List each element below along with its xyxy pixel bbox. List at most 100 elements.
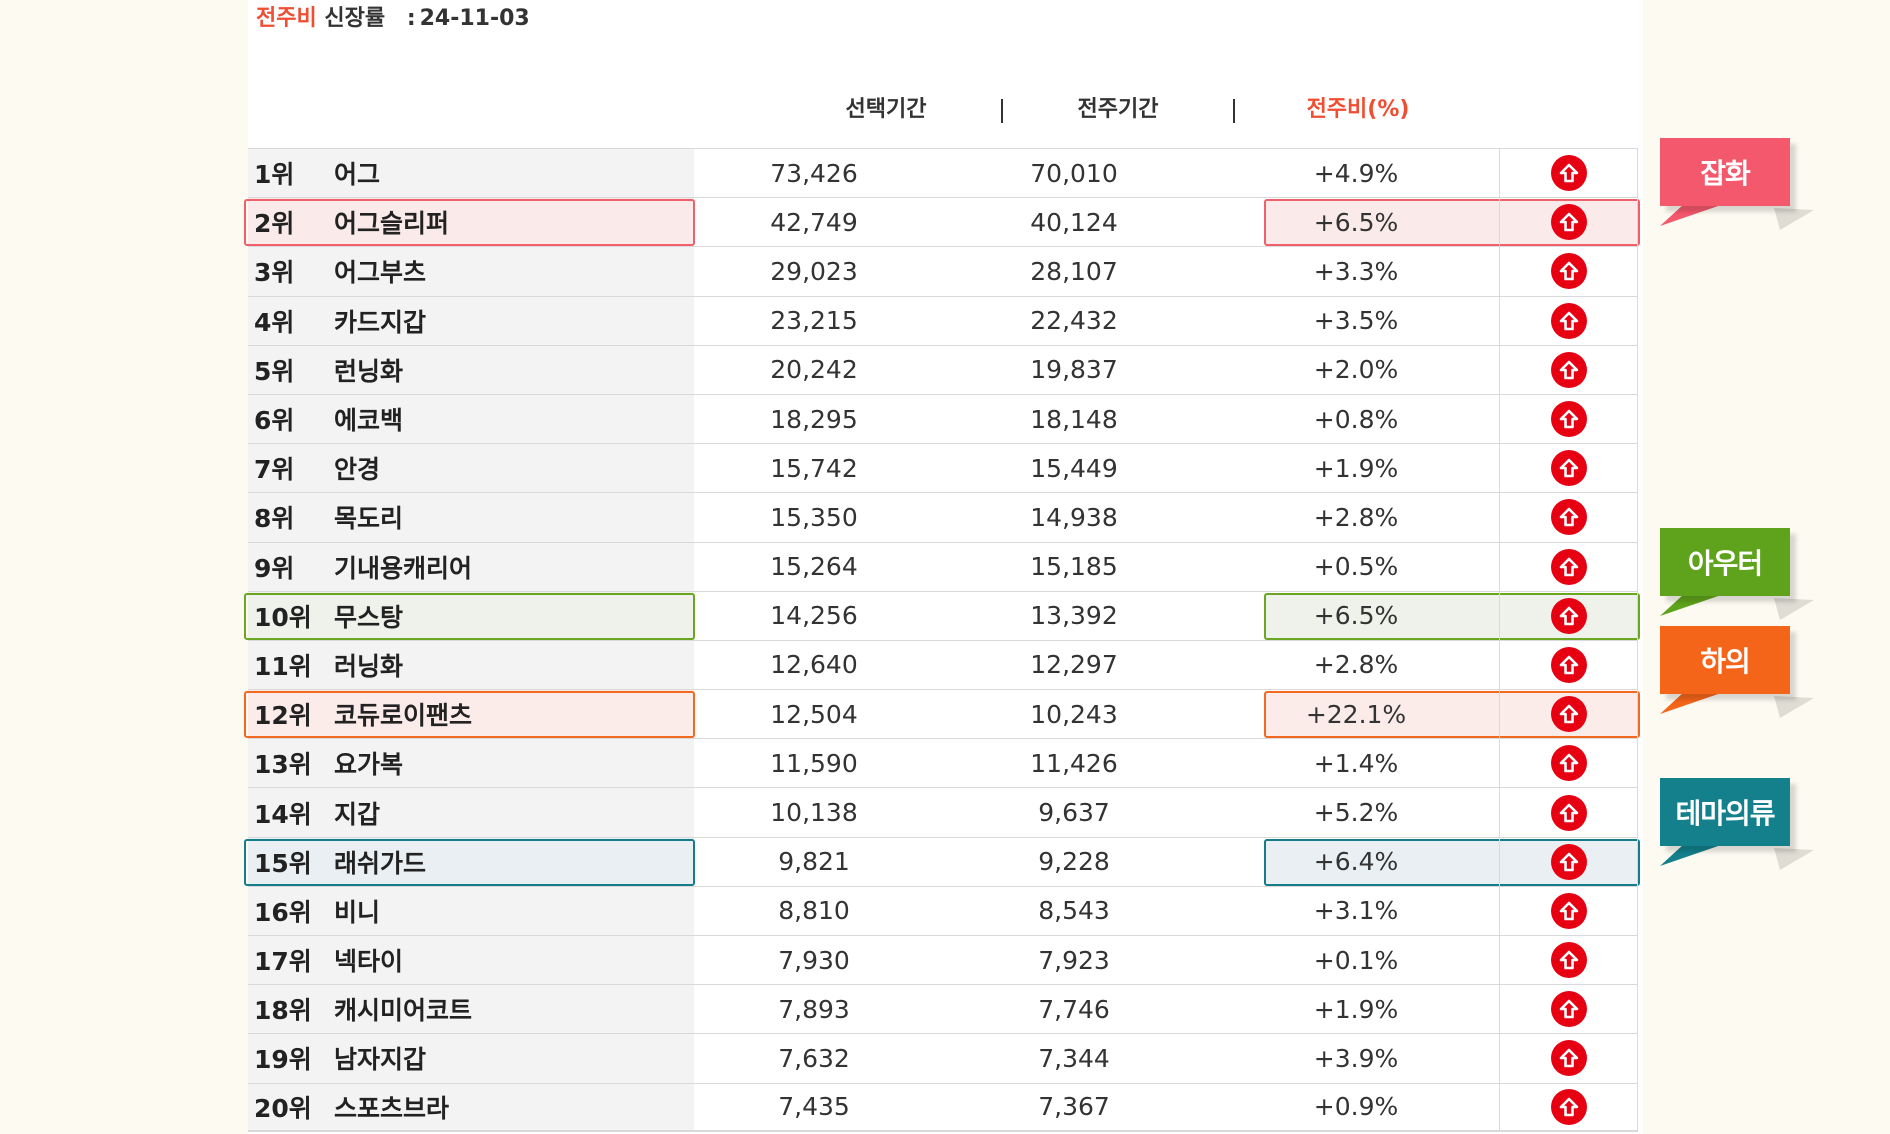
arrow-up-circle-icon	[1550, 302, 1587, 339]
keyword-label[interactable]: 기내용캐리어	[334, 553, 473, 583]
table-row[interactable]: 7위 안경 15,742 15,449 +1.9%	[248, 443, 1638, 493]
table-row[interactable]: 10위 무스탕 14,256 13,392 +6.5%	[244, 590, 1640, 640]
column-divider	[1233, 99, 1235, 123]
table-row[interactable]: 6위 에코백 18,295 18,148 +0.8%	[248, 393, 1638, 444]
table-row[interactable]: 1위 어그 73,426 70,010 +4.9%	[248, 148, 1638, 198]
arrow-up-circle-icon	[1550, 499, 1587, 536]
keyword-label[interactable]: 어그부츠	[334, 258, 427, 288]
arrow-up-circle-icon	[1550, 204, 1587, 241]
rank-label: 13위	[254, 750, 312, 780]
column-header-previous: 전주기간	[1077, 97, 1159, 122]
selected-period-value: 15,264	[770, 552, 858, 582]
category-badge: 아우터	[1660, 528, 1814, 620]
table-row[interactable]: 4위 카드지갑 23,215 22,432 +3.5%	[248, 295, 1638, 345]
previous-period-value: 12,297	[1030, 650, 1118, 680]
keyword-label[interactable]: 안경	[334, 455, 381, 485]
selected-period-value: 9,821	[778, 847, 850, 877]
keyword-cell-bg	[248, 149, 694, 198]
keyword-label[interactable]: 캐시미어코트	[334, 996, 473, 1026]
keyword-label[interactable]: 비니	[334, 897, 381, 927]
table-row[interactable]: 5위 런닝화 20,242 19,837 +2.0%	[248, 344, 1638, 394]
change-percent-value: +6.5%	[1313, 207, 1399, 237]
selected-period-value: 7,435	[778, 1092, 850, 1122]
rank-label: 17위	[254, 947, 312, 977]
arrow-up-circle-icon	[1550, 351, 1587, 388]
change-percent-value: +0.8%	[1313, 404, 1399, 434]
table-row[interactable]: 15위 래쉬가드 9,821 9,228 +6.4%	[244, 836, 1640, 886]
table-row[interactable]: 13위 요가복 11,590 11,426 +1.4%	[248, 738, 1638, 788]
keyword-label[interactable]: 코듀로이팬츠	[334, 701, 473, 731]
selected-period-value: 7,893	[778, 994, 850, 1024]
trend-cell	[1499, 542, 1638, 591]
table-row[interactable]: 11위 러닝화 12,640 12,297 +2.8%	[248, 639, 1638, 690]
previous-period-value: 7,746	[1038, 994, 1110, 1024]
table-row[interactable]: 8위 목도리 15,350 14,938 +2.8%	[248, 492, 1638, 542]
table-row[interactable]: 18위 캐시미어코트 7,893 7,746 +1.9%	[248, 984, 1638, 1034]
keyword-label[interactable]: 넥타이	[334, 947, 404, 977]
arrow-up-circle-icon	[1550, 843, 1587, 880]
trend-cell	[1499, 591, 1638, 640]
rank-label: 5위	[254, 356, 295, 386]
change-percent-value: +5.2%	[1313, 798, 1399, 828]
trend-cell	[1499, 886, 1638, 935]
keyword-label[interactable]: 무스탕	[334, 602, 404, 632]
table-row[interactable]: 19위 남자지갑 7,632 7,344 +3.9%	[248, 1033, 1638, 1083]
keyword-label[interactable]: 어그	[334, 160, 381, 190]
category-badge: 하의	[1660, 626, 1814, 718]
badge-label: 테마의류	[1660, 778, 1790, 846]
table-row[interactable]: 20위 스포츠브라 7,435 7,367 +0.9%	[248, 1082, 1638, 1132]
keyword-label[interactable]: 지갑	[334, 799, 381, 829]
table-row[interactable]: 17위 넥타이 7,930 7,923 +0.1%	[248, 935, 1638, 985]
trend-cell	[1499, 296, 1638, 345]
trend-cell	[1499, 690, 1638, 739]
badge-tail-shape	[1660, 692, 1814, 718]
table-row[interactable]: 9위 기내용캐리어 15,264 15,185 +0.5%	[248, 541, 1638, 591]
keyword-label[interactable]: 런닝화	[334, 356, 404, 386]
keyword-label[interactable]: 어그슬리퍼	[334, 209, 450, 239]
change-percent-value: +3.3%	[1313, 256, 1399, 286]
keyword-cell-bg	[248, 690, 694, 739]
previous-period-value: 7,923	[1038, 945, 1110, 975]
table-row[interactable]: 3위 어그부츠 29,023 28,107 +3.3%	[248, 246, 1638, 296]
arrow-up-circle-icon	[1550, 450, 1587, 487]
arrow-up-circle-icon	[1550, 597, 1587, 634]
heading-separator: :	[406, 6, 416, 31]
table-row[interactable]: 16위 비니 8,810 8,543 +3.1%	[248, 885, 1638, 935]
arrow-up-circle-icon	[1550, 1040, 1587, 1077]
keyword-cell-bg	[248, 640, 694, 690]
trend-cell	[1499, 640, 1638, 690]
change-percent-value: +0.1%	[1313, 945, 1399, 975]
keyword-cell-bg	[248, 493, 694, 542]
keyword-label[interactable]: 스포츠브라	[334, 1093, 450, 1123]
table-row[interactable]: 14위 지갑 10,138 9,637 +5.2%	[248, 787, 1638, 837]
change-percent-value: +3.9%	[1313, 1043, 1399, 1073]
rank-label: 15위	[254, 848, 312, 878]
change-percent-value: +6.4%	[1313, 847, 1399, 877]
table-row[interactable]: 2위 어그슬리퍼 42,749 40,124 +6.5%	[244, 197, 1640, 247]
table-row[interactable]: 12위 코듀로이팬츠 12,504 10,243 +22.1%	[244, 689, 1640, 739]
trend-cell	[1499, 788, 1638, 837]
arrow-up-circle-icon	[1550, 401, 1587, 438]
rank-label: 16위	[254, 897, 312, 927]
arrow-up-circle-icon	[1550, 1088, 1587, 1125]
selected-period-value: 7,632	[778, 1043, 850, 1073]
keyword-label[interactable]: 러닝화	[334, 651, 404, 681]
keyword-cell-bg	[248, 198, 694, 247]
change-percent-value: +3.5%	[1313, 306, 1399, 336]
arrow-up-circle-icon	[1550, 991, 1587, 1028]
keyword-label[interactable]: 요가복	[334, 750, 404, 780]
keyword-label[interactable]: 카드지갑	[334, 307, 427, 337]
arrow-up-circle-icon	[1550, 696, 1587, 733]
rank-label: 6위	[254, 406, 295, 436]
keyword-label[interactable]: 래쉬가드	[334, 848, 427, 878]
keyword-label[interactable]: 남자지갑	[334, 1045, 427, 1075]
trend-cell	[1499, 247, 1638, 296]
keyword-label[interactable]: 목도리	[334, 504, 404, 534]
change-percent-value: +1.9%	[1313, 453, 1399, 483]
previous-period-value: 28,107	[1030, 256, 1118, 286]
keyword-label[interactable]: 에코백	[334, 406, 404, 436]
trend-cell	[1499, 837, 1638, 886]
selected-period-value: 12,640	[770, 650, 858, 680]
change-percent-value: +22.1%	[1305, 699, 1407, 729]
trend-cell	[1499, 149, 1638, 198]
